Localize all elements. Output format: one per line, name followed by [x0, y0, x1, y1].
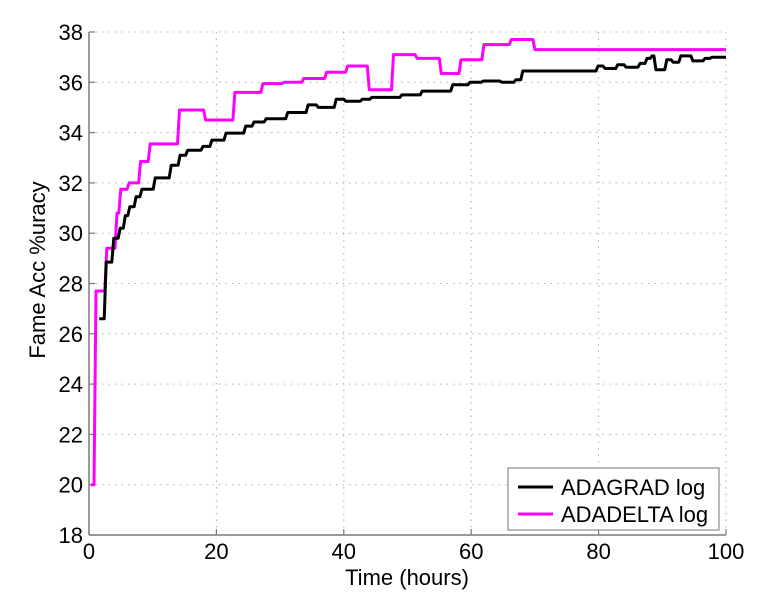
series-line-adadelta-log	[90, 38, 726, 487]
x-axis-label: Time (hours)	[345, 565, 469, 590]
grid-lines	[89, 31, 727, 535]
y-tick-label: 30	[59, 221, 83, 246]
y-tick-label: 22	[59, 422, 83, 447]
y-tick-labels: 18 20 22 24 26 28 30 32 34 36 38	[59, 20, 95, 548]
y-tick-label: 24	[59, 372, 83, 397]
y-tick-label: 20	[59, 473, 83, 498]
y-tick-label: 32	[59, 171, 83, 196]
x-tick-labels: 0 20 40 60 80 100	[83, 529, 744, 564]
y-axis-label: Fame Acc %uracy	[25, 181, 50, 358]
x-tick-label: 60	[459, 539, 483, 564]
x-tick-label: 80	[586, 539, 610, 564]
legend-box	[507, 467, 720, 531]
y-tick-label: 18	[59, 523, 83, 548]
legend-label-adadelta: ADADELTA log	[561, 502, 708, 527]
x-tick-label: 100	[708, 539, 745, 564]
data-series	[90, 38, 726, 487]
legend: ADAGRAD log ADADELTA log	[507, 467, 720, 531]
x-tick-label: 20	[204, 539, 228, 564]
x-tick-label: 0	[83, 539, 95, 564]
series-line-adagrad-log	[99, 54, 726, 321]
y-tick-label: 28	[59, 272, 83, 297]
y-tick-label: 34	[59, 121, 83, 146]
y-tick-label: 36	[59, 70, 83, 95]
x-tick-label: 40	[332, 539, 356, 564]
legend-label-adagrad: ADAGRAD log	[561, 475, 705, 500]
y-tick-label: 26	[59, 322, 83, 347]
y-tick-label: 38	[59, 20, 83, 45]
